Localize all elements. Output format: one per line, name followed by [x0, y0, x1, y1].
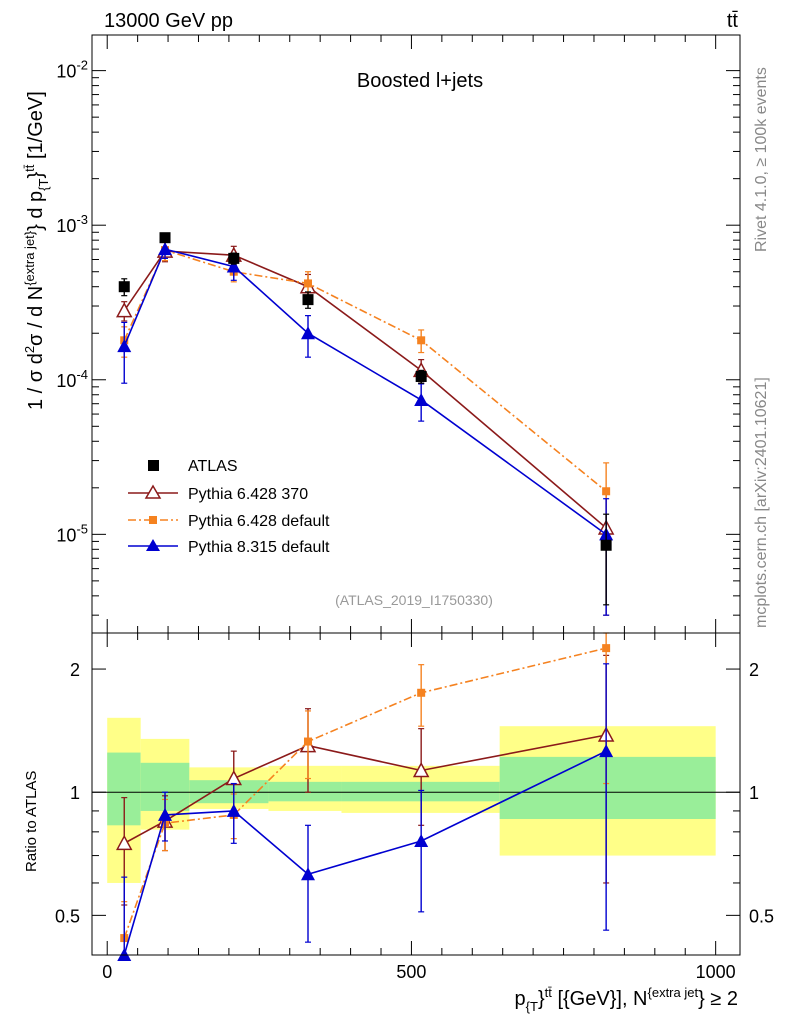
reference-label: (ATLAS_2019_I1750330)	[335, 592, 493, 608]
legend-label-pythia6-default: Pythia 6.428 default	[188, 513, 330, 530]
ratio-point-pythia-8-315-default	[414, 833, 429, 847]
mcplots-label: mcplots.cern.ch [arXiv:2401.10621]	[753, 377, 770, 628]
ratio-line-pythia-6-428-default	[123, 647, 607, 939]
x-axis-label: p{T}tt̄ [{GeV}], N{extra jet} ≥ 2	[515, 985, 738, 1014]
ratio-y-tick-label-right: 1	[749, 783, 759, 803]
legend: ATLAS Pythia 6.428 370 Pythia 6.428 defa…	[128, 458, 330, 556]
data-point-pythia-8-315-default	[301, 326, 315, 340]
data-point-atlas	[228, 252, 240, 264]
legend-label-pythia8-default: Pythia 8.315 default	[188, 539, 330, 556]
data-point-pythia-8-315-default	[414, 392, 429, 406]
data-point-pythia-6-428-370	[115, 302, 133, 318]
axes-layer: 10-5 10-4 10-3 10-2 0.5 0.5 1 1 2 2 0 500 1000	[55, 35, 774, 982]
data-point-pythia-6-428-default	[602, 487, 611, 496]
x-tick-label: 500	[396, 962, 426, 982]
legend-marker-atlas	[148, 460, 159, 471]
x-tick-label: 1000	[696, 962, 736, 982]
legend-label-pythia6-370: Pythia 6.428 370	[188, 486, 308, 503]
ratio-point-pythia-6-428-370	[412, 761, 430, 778]
ratio-y-tick-label: 0.5	[55, 906, 80, 926]
series-line-pythia-6-428-370	[123, 250, 607, 529]
ratio-point-pythia-8-315-default	[301, 867, 315, 881]
ratio-y-tick-label: 2	[70, 660, 80, 680]
legend-marker-pythia6-370	[144, 484, 162, 499]
rivet-version-label: Rivet 4.1.0, ≥ 100k events	[753, 67, 770, 252]
series-line-pythia-8-315-default	[123, 248, 607, 535]
legend-marker-pythia6-default	[149, 516, 157, 524]
data-point-pythia-6-428-default	[304, 279, 312, 288]
upper-series-layer	[115, 232, 615, 616]
ratio-line-pythia-8-315-default	[123, 750, 607, 956]
data-point-pythia-8-315-default	[117, 339, 132, 353]
data-point-pythia-6-428-default	[417, 336, 426, 345]
ratio-axis-label: Ratio to ATLAS	[23, 771, 40, 872]
data-point-atlas	[600, 539, 612, 551]
ratio-point-pythia-6-428-default	[304, 737, 312, 746]
data-point-atlas	[415, 370, 427, 382]
legend-marker-pythia8-default	[146, 539, 160, 551]
data-point-pythia-8-315-default	[226, 259, 241, 273]
ratio-inner-band	[189, 780, 269, 804]
upper-y-tick-label: 10-4	[56, 367, 88, 391]
ratio-line-pythia-6-428-370	[123, 734, 607, 845]
legend-label-atlas: ATLAS	[188, 458, 238, 475]
energy-label: 13000 GeV pp	[104, 10, 233, 32]
ratio-uncertainty-bands	[92, 717, 740, 883]
ratio-y-tick-label: 1	[70, 783, 80, 803]
upper-y-tick-label: 10-2	[56, 58, 88, 82]
ratio-point-pythia-6-428-370	[115, 834, 133, 851]
data-point-atlas	[159, 232, 171, 244]
ratio-point-pythia-8-315-default	[599, 744, 614, 758]
ratio-series-layer	[115, 632, 615, 961]
upper-y-tick-label: 10-5	[56, 521, 88, 545]
series-line-pythia-6-428-default	[123, 249, 607, 492]
data-point-atlas	[118, 281, 130, 293]
upper-y-tick-label: 10-3	[56, 212, 88, 236]
data-point-pythia-8-315-default	[158, 242, 173, 256]
y-axis-label: 1 / σ d2σ / d N{extra jet}} d p{T}tt̄ [1…	[22, 91, 51, 410]
ratio-y-tick-label-right: 2	[749, 660, 759, 680]
chart-title: Boosted l+jets	[357, 70, 483, 92]
ratio-point-pythia-6-428-default	[602, 644, 611, 653]
process-label: tt̄	[727, 10, 739, 32]
ratio-point-pythia-8-315-default	[158, 807, 173, 821]
ratio-inner-band	[499, 756, 716, 820]
ratio-inner-band	[268, 781, 342, 802]
lower-frame	[91, 632, 741, 956]
ratio-y-tick-label-right: 0.5	[749, 906, 774, 926]
ratio-point-pythia-8-315-default	[226, 803, 241, 817]
ratio-point-pythia-6-428-default	[417, 688, 426, 697]
data-point-atlas	[302, 294, 314, 306]
x-tick-label: 0	[102, 962, 112, 982]
